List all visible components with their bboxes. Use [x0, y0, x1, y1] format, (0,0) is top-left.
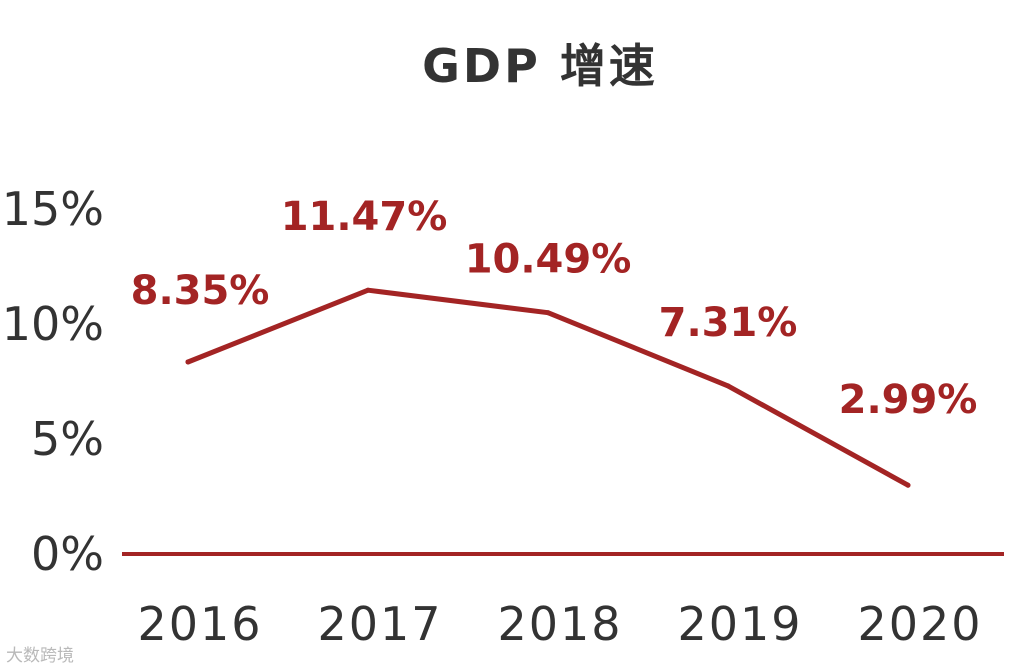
- y-tick-label: 5%: [31, 412, 104, 466]
- data-point: [545, 310, 551, 316]
- watermark-logo: 大数跨境: [6, 646, 74, 666]
- data-label: 10.49%: [465, 237, 632, 283]
- data-point: [185, 359, 191, 365]
- gdp-growth-line: [185, 287, 911, 488]
- data-point: [905, 482, 911, 488]
- data-labels: 8.35%11.47% 10.49% 7.31% 2.99%: [131, 194, 978, 423]
- data-point: [365, 287, 371, 293]
- data-label: 8.35%: [131, 268, 270, 314]
- x-tick-label: 2020: [857, 597, 982, 651]
- x-tick-label: 2018: [497, 597, 622, 651]
- data-label: 7.31%: [659, 300, 798, 346]
- y-tick-label: 15%: [2, 182, 104, 236]
- data-point: [725, 383, 731, 389]
- data-label: 11.47%: [281, 194, 448, 240]
- y-tick-label: 10%: [2, 297, 104, 351]
- data-points: [185, 287, 911, 488]
- y-axis: 0% 5% 10% 15%: [2, 182, 104, 581]
- x-tick-label: 2019: [677, 597, 802, 651]
- x-axis: 2016 2017 2018 2019 2020: [137, 597, 982, 651]
- x-tick-label: 2016: [137, 597, 262, 651]
- y-tick-label: 0%: [31, 527, 104, 581]
- x-tick-label: 2017: [317, 597, 442, 651]
- data-label: 2.99%: [839, 377, 978, 423]
- chart-title: GDP 增速: [422, 39, 658, 93]
